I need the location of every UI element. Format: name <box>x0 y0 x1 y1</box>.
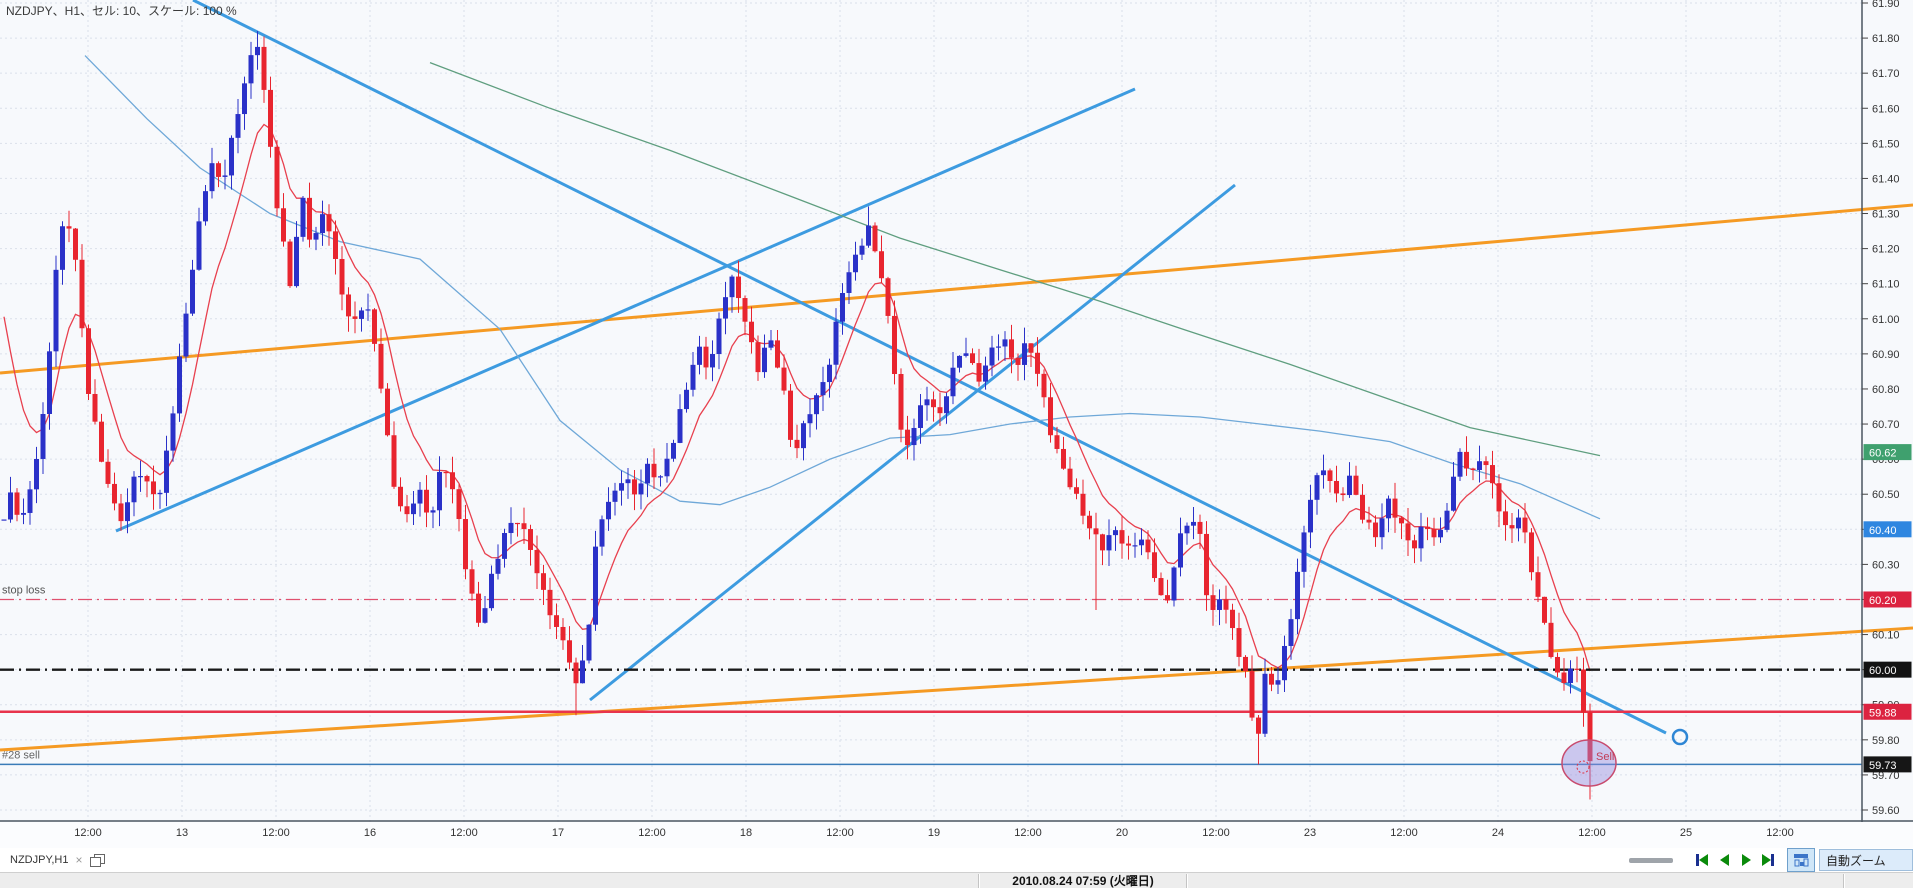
candles-layer <box>1 31 1593 800</box>
grid-layer <box>0 0 1862 822</box>
go-last-button[interactable] <box>1758 851 1778 869</box>
time-tick-label: 12:00 <box>1766 827 1794 839</box>
moving-averages-layer <box>3 55 1601 672</box>
price-tick-label: 60.80 <box>1872 384 1900 396</box>
time-tick-label: 12:00 <box>1202 827 1230 839</box>
trendlines-layer <box>0 0 1913 752</box>
stacked-chart-icon <box>1794 854 1809 867</box>
time-tick-label: 19 <box>927 827 941 839</box>
trendline-end-circle[interactable] <box>1671 728 1689 746</box>
ascending-blue-trendline-1[interactable] <box>115 87 1136 533</box>
lower-orange-trendline[interactable] <box>0 626 1913 752</box>
level-lines-layer: stop loss #28 sell <box>0 584 1862 766</box>
stop-loss-line-label: stop loss <box>2 584 46 596</box>
price-badge-text: 60.20 <box>1869 595 1897 607</box>
chart-navigation-controls: 自動ズーム <box>1629 848 1913 872</box>
time-axis[interactable]: 12:00 13 12:00 16 12:00 17 12:00 18 12:00 19 12:00… <box>0 822 1913 849</box>
price-tick-label: 60.30 <box>1872 559 1900 571</box>
price-tick-label: 61.90 <box>1872 0 1900 10</box>
price-tick-label: 59.60 <box>1872 805 1900 817</box>
price-badge-59.88 <box>1863 703 1912 720</box>
sell-highlight-ellipse[interactable] <box>1561 739 1617 787</box>
time-tick-label: 16 <box>363 827 377 839</box>
price-tick-label: 60.70 <box>1872 419 1900 431</box>
status-separator <box>1843 874 1844 888</box>
price-tick-label: 59.70 <box>1872 770 1900 782</box>
time-tick-label: 12:00 <box>826 827 854 839</box>
time-tick-label: 23 <box>1303 827 1317 839</box>
price-tick-label: 61.70 <box>1872 68 1900 80</box>
status-datetime: 2010.08.24 07:59 (火曜日) <box>1012 874 1154 888</box>
step-forward-button[interactable] <box>1736 851 1756 869</box>
time-tick-label: 18 <box>739 827 753 839</box>
price-tick-label: 61.10 <box>1872 279 1900 291</box>
price-badge-60.62 <box>1863 444 1912 461</box>
price-badge-text: 59.88 <box>1869 707 1897 719</box>
step-back-button[interactable] <box>1714 851 1734 869</box>
chart-tab-bar: NZDJPY,H1 × 自動ズーム <box>0 848 1913 872</box>
price-badge-60.20 <box>1863 591 1912 608</box>
price-tick-label: 60.10 <box>1872 630 1900 642</box>
time-tick-label: 12:00 <box>262 827 290 839</box>
time-tick-label: 25 <box>1679 827 1693 839</box>
time-tick-label: 12:00 <box>450 827 478 839</box>
chart-title-overlay: NZDJPY、H1、セル: 10、スケール: 100 % <box>6 4 237 18</box>
tab-nzdjpy-h1[interactable]: NZDJPY,H1 × <box>0 853 105 867</box>
go-first-button[interactable] <box>1692 851 1712 869</box>
price-axis[interactable]: 59.6059.7059.8059.9060.0060.1060.2060.30… <box>0 0 1913 822</box>
price-tick-label: 61.20 <box>1872 244 1900 256</box>
sell-order-line-label: #28 sell <box>2 749 40 761</box>
price-tick-label: 61.80 <box>1872 33 1900 45</box>
descending-blue-trendline[interactable] <box>192 0 1667 735</box>
time-tick-label: 20 <box>1115 827 1129 839</box>
tab-close-icon[interactable]: × <box>75 853 83 867</box>
ma-red-fast[interactable] <box>3 123 1591 672</box>
time-tick-label: 12:00 <box>638 827 666 839</box>
ma-blue-medium[interactable] <box>84 55 1601 520</box>
price-badge-text: 59.73 <box>1869 760 1897 772</box>
auto-zoom-button[interactable]: 自動ズーム <box>1819 849 1913 871</box>
price-tick-label: 61.50 <box>1872 138 1900 150</box>
upper-orange-trendline[interactable] <box>0 203 1913 375</box>
auto-zoom-label: 自動ズーム <box>1826 853 1886 868</box>
price-tick-label: 59.80 <box>1872 735 1900 747</box>
horizontal-scrollbar-thumb[interactable] <box>1629 857 1673 863</box>
price-tick-label: 61.40 <box>1872 173 1900 185</box>
time-tick-label: 12:00 <box>1578 827 1606 839</box>
status-separator <box>978 874 979 888</box>
price-tick-label: 61.00 <box>1872 314 1900 326</box>
time-tick-label: 24 <box>1491 827 1505 839</box>
price-badge-text: 60.62 <box>1869 448 1897 460</box>
status-separator <box>1186 874 1187 888</box>
ma-green-slow[interactable] <box>429 61 1601 457</box>
sell-marker-label: Sell <box>1596 751 1614 763</box>
chart-canvas[interactable]: stop loss#28 sellSell59.6059.7059.8059.9… <box>0 0 1913 822</box>
restore-window-icon[interactable] <box>89 853 105 867</box>
price-badge-60.00 <box>1863 661 1912 678</box>
time-tick-label: 13 <box>175 827 189 839</box>
price-tick-label: 61.60 <box>1872 103 1900 115</box>
price-badge-text: 60.40 <box>1869 525 1897 537</box>
status-bar: 2010.08.24 07:59 (火曜日) <box>0 872 1913 888</box>
price-badge-60.40 <box>1863 521 1912 538</box>
time-tick-label: 12:00 <box>1390 827 1418 839</box>
price-badge-text: 60.00 <box>1869 665 1897 677</box>
time-tick-label: 12:00 <box>74 827 102 839</box>
price-tick-label: 61.30 <box>1872 209 1900 221</box>
time-tick-label: 17 <box>551 827 565 839</box>
chart-area[interactable]: stop loss#28 sellSell59.6059.7059.8059.9… <box>0 0 1913 822</box>
trade-markers-layer: Sell <box>1561 739 1617 787</box>
time-tick-label: 12:00 <box>1014 827 1042 839</box>
price-tick-label: 60.90 <box>1872 349 1900 361</box>
chart-shift-icon-button[interactable] <box>1787 848 1815 872</box>
price-badge-59.73 <box>1863 756 1912 773</box>
price-tick-label: 60.50 <box>1872 489 1900 501</box>
tab-label: NZDJPY,H1 <box>10 854 69 866</box>
sell-entry-icon <box>1576 760 1590 774</box>
